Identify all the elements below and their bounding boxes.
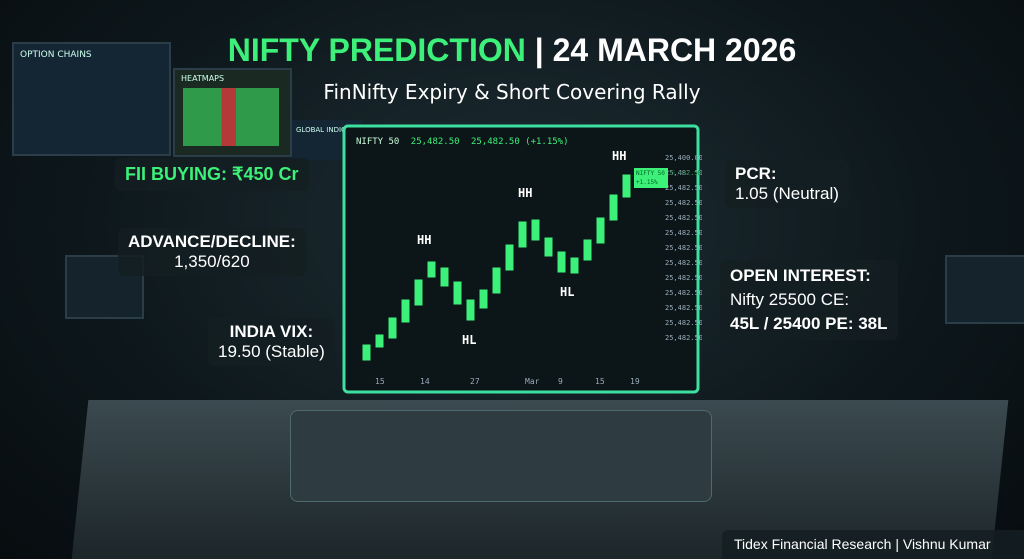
line: 45L / 25400 PE: 38L	[730, 314, 888, 333]
x-label: 14	[420, 377, 430, 386]
pattern-label: HH	[417, 233, 431, 247]
y-label: 25,482.50	[665, 304, 702, 312]
x-labels: 15 14 27 Mar 9 15 19	[375, 377, 640, 386]
candles	[362, 174, 631, 361]
screen-title: GLOBAL INDICES	[296, 126, 355, 134]
pattern-label: HH	[612, 149, 626, 163]
symbol: NIFTY 50	[356, 137, 399, 147]
badge-text: NIFTY 50 25,482.50	[636, 170, 701, 177]
y-label: 25,482.50	[665, 319, 702, 327]
monitor-frame	[342, 124, 700, 394]
label: ADVANCE/DECLINE:	[128, 232, 296, 251]
x-label: 15	[595, 377, 605, 386]
monitor: NIFTY 50 25,482.50 25,482.50 (+1.15%) 25…	[342, 124, 702, 394]
title-main: NIFTY PREDICTION	[227, 32, 526, 68]
x-label: Mar	[525, 377, 540, 386]
title-date: | 24 MARCH 2026	[534, 32, 797, 68]
pattern-label: HH	[518, 186, 532, 200]
pcr-callout: PCR: 1.05 (Neutral)	[725, 160, 849, 208]
screen: HEATMAPS	[173, 68, 292, 157]
advance-decline-callout: ADVANCE/DECLINE: 1,350/620	[118, 228, 306, 276]
y-label: 25,482.50	[665, 169, 702, 177]
heatmap	[183, 88, 279, 146]
label: INDIA VIX:	[229, 322, 314, 341]
y-label: 25,482.50	[665, 229, 702, 237]
x-label: 19	[630, 377, 640, 386]
x-label: 15	[375, 377, 385, 386]
fii-callout: FII BUYING: ₹450 Cr	[115, 158, 309, 191]
label: OPEN INTEREST:	[730, 266, 871, 285]
line: Nifty 25500 CE:	[730, 290, 850, 309]
change: 25,482.50 (+1.15%)	[471, 137, 569, 147]
y-label: 25,482.50	[665, 214, 702, 222]
y-label: 25,482.50	[665, 274, 702, 282]
y-label: 25,482.50	[665, 184, 702, 192]
badge-price: 25,482.50	[669, 170, 702, 177]
pattern-label: HL	[560, 285, 574, 299]
y-label: 25,400.00	[665, 154, 702, 162]
badge-change: +1.15%	[636, 179, 658, 186]
screen: OPTION CHAINS	[12, 42, 171, 156]
value: 1,350/620	[174, 252, 250, 271]
screen-title: HEATMAPS	[181, 74, 225, 83]
open-interest-callout: OPEN INTEREST: Nifty 25500 CE: 45L / 254…	[720, 260, 898, 340]
y-label: 25,482.50	[665, 334, 702, 342]
value: 19.50 (Stable)	[218, 342, 325, 361]
screen	[945, 255, 1024, 324]
y-label: 25,482.50	[665, 199, 702, 207]
y-label: 25,482.50	[665, 289, 702, 297]
footer: Tidex Financial Research | Vishnu Kumar	[722, 530, 1024, 559]
console	[290, 410, 712, 502]
vix-callout: INDIA VIX: 19.50 (Stable)	[208, 318, 335, 366]
value: 1.05 (Neutral)	[735, 184, 839, 203]
price: 25,482.50	[411, 137, 460, 147]
badge	[634, 168, 668, 188]
title: NIFTY PREDICTION | 24 MARCH 2026	[0, 32, 1024, 69]
y-labels: 25,400.00 25,482.50 25,482.50 25,482.50 25,4…	[665, 154, 702, 342]
badge-symbol: NIFTY 50	[636, 170, 665, 177]
x-label: 27	[470, 377, 480, 386]
y-label: 25,482.50	[665, 244, 702, 252]
x-label: 9	[558, 377, 563, 386]
pattern-labels: HH HL HH HL HH	[417, 149, 626, 347]
monitor-header: NIFTY 50 25,482.50 25,482.50 (+1.15%)	[356, 137, 569, 147]
screen-title: OPTION CHAINS	[20, 50, 92, 60]
pattern-label: HL	[462, 333, 476, 347]
subtitle: FinNifty Expiry & Short Covering Rally	[323, 80, 701, 104]
label: PCR:	[735, 164, 777, 183]
y-label: 25,482.50	[665, 259, 702, 267]
